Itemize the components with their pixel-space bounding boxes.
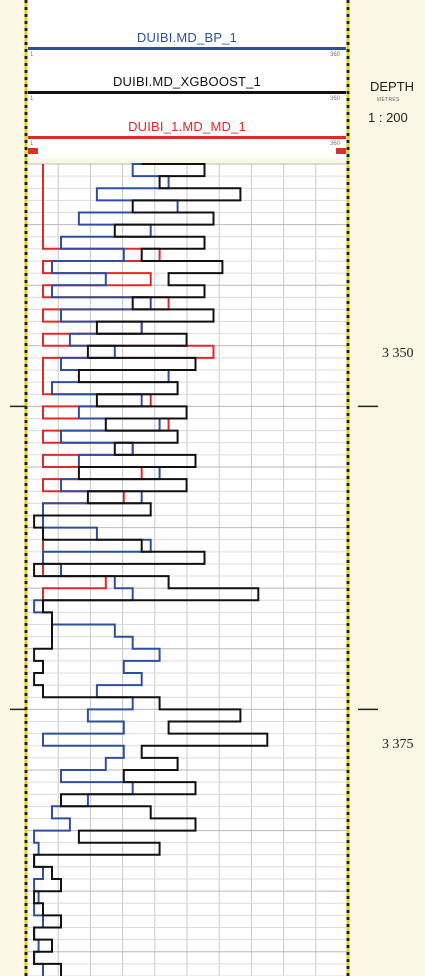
- curve-name-xgboost[interactable]: DUIBI.MD_XGBOOST_1: [112, 74, 262, 89]
- depth-unit: METRES: [377, 97, 400, 103]
- depth-tick-label: 3 375: [382, 737, 414, 752]
- curve-name-md[interactable]: DUIBI_1.MD_MD_1: [128, 119, 246, 134]
- depth-scale: 1 : 200: [368, 110, 408, 125]
- header-separator: [0, 158, 425, 164]
- curve-line-xgboost: [28, 91, 346, 94]
- curve-line-md: [28, 136, 346, 139]
- track-header-panel: [26, 0, 348, 158]
- scale-max-md: 360: [330, 141, 341, 147]
- scale-min-md: 1: [30, 141, 34, 147]
- scale-marker: [336, 148, 346, 154]
- depth-track-title: DEPTH: [370, 79, 415, 94]
- curve-line-bp: [28, 47, 346, 50]
- curve-trace-xgboost: [33, 163, 269, 976]
- scale-min-bp: 1: [30, 52, 34, 58]
- depth-tick-label: 3 350: [382, 346, 414, 361]
- curve-name-bp[interactable]: DUIBI.MD_BP_1: [136, 30, 238, 45]
- scale-marker: [28, 148, 38, 154]
- curve-trace-bp: [33, 163, 179, 976]
- scale-min-xgboost: 1: [30, 96, 34, 102]
- scale-max-xgboost: 360: [330, 96, 341, 102]
- scale-max-bp: 360: [330, 52, 341, 58]
